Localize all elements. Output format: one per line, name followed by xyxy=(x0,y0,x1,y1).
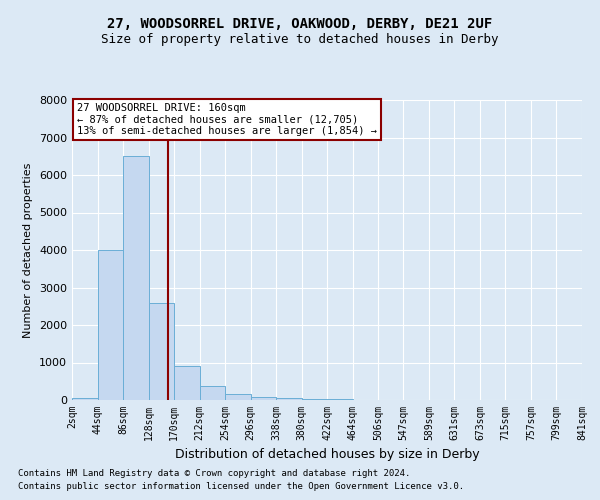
Bar xyxy=(174,366,200,400)
Bar xyxy=(251,397,276,400)
Text: Size of property relative to detached houses in Derby: Size of property relative to detached ho… xyxy=(101,32,499,46)
Text: Contains HM Land Registry data © Crown copyright and database right 2024.: Contains HM Land Registry data © Crown c… xyxy=(18,468,410,477)
X-axis label: Distribution of detached houses by size in Derby: Distribution of detached houses by size … xyxy=(175,448,479,462)
Y-axis label: Number of detached properties: Number of detached properties xyxy=(23,162,34,338)
Bar xyxy=(225,394,251,400)
Bar xyxy=(98,250,123,400)
Text: Contains public sector information licensed under the Open Government Licence v3: Contains public sector information licen… xyxy=(18,482,464,491)
Bar xyxy=(302,399,328,400)
Bar xyxy=(276,398,302,400)
Bar xyxy=(149,302,174,400)
Text: 27 WOODSORREL DRIVE: 160sqm
← 87% of detached houses are smaller (12,705)
13% of: 27 WOODSORREL DRIVE: 160sqm ← 87% of det… xyxy=(77,103,377,136)
Bar xyxy=(72,398,98,400)
Text: 27, WOODSORREL DRIVE, OAKWOOD, DERBY, DE21 2UF: 27, WOODSORREL DRIVE, OAKWOOD, DERBY, DE… xyxy=(107,18,493,32)
Bar xyxy=(123,156,149,400)
Bar xyxy=(200,386,225,400)
